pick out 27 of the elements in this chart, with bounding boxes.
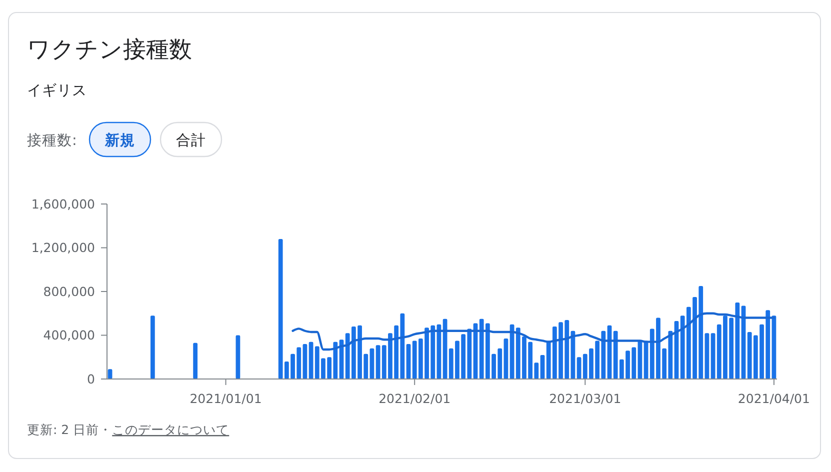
y-tick-label: 400,000 — [43, 328, 96, 343]
y-tick-label: 800,000 — [43, 284, 96, 299]
x-tick-label: 2021/04/01 — [738, 391, 810, 406]
toggle-button[interactable]: 合計 — [160, 122, 222, 158]
bar — [376, 345, 380, 379]
x-tick-label: 2021/03/01 — [549, 391, 622, 406]
chart-title: ワクチン接種数 — [27, 37, 192, 63]
text: 接種数: — [27, 132, 77, 149]
bar — [236, 335, 240, 379]
selected-toggle-button[interactable]: 新規 — [88, 122, 152, 158]
x-tick-label: 2021/01/01 — [190, 391, 262, 406]
y-tick-label: 1,200,000 — [31, 240, 96, 256]
chart-subtitle: イギリス — [27, 82, 87, 99]
bar — [150, 316, 155, 379]
bar — [504, 338, 508, 379]
y-tick-label: 0 — [87, 371, 96, 386]
x-tick-label: 2021/02/01 — [378, 391, 451, 406]
y-tick-label: 1,600,000 — [31, 196, 96, 212]
line-series — [292, 312, 776, 351]
bar — [406, 344, 411, 379]
bar — [710, 333, 716, 379]
bar — [308, 342, 314, 379]
bar — [302, 344, 308, 379]
bar — [193, 342, 198, 379]
text: このデータについて — [112, 422, 230, 437]
bar — [704, 333, 710, 379]
text: 更新: 2 日前・ — [27, 422, 112, 437]
